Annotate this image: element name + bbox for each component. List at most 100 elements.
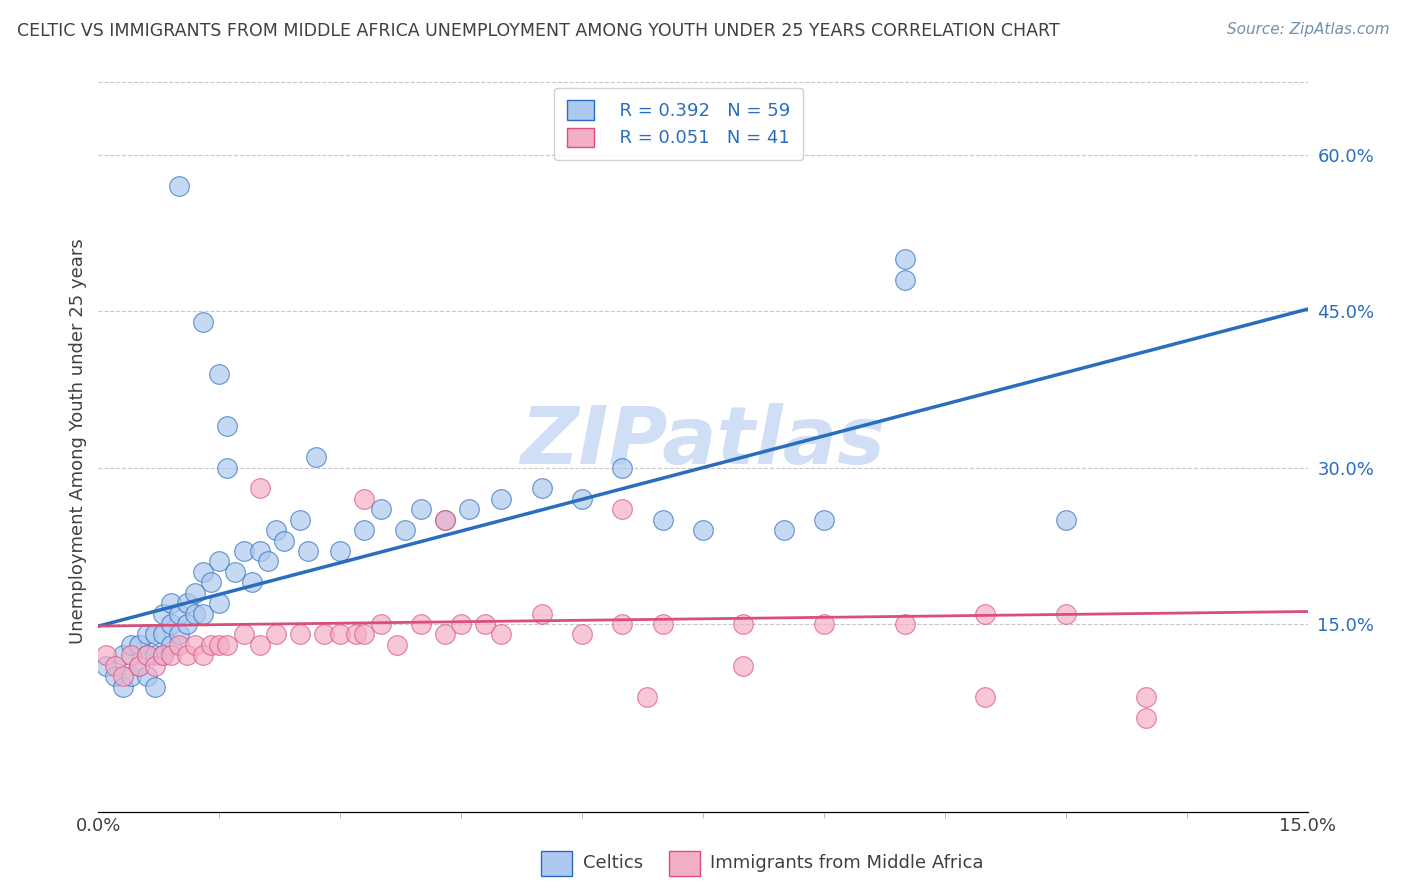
Point (232, 627, 254, 641)
Point (120, 669, 142, 683)
Point (184, 586, 207, 600)
Point (297, 544, 319, 558)
Point (208, 638, 231, 652)
Point (167, 627, 190, 641)
Text: Immigrants from Middle Africa: Immigrants from Middle Africa (710, 855, 984, 872)
Point (111, 648, 134, 663)
Point (385, 638, 408, 652)
Point (135, 669, 157, 683)
Point (224, 565, 246, 579)
Point (450, 617, 472, 632)
Point (893, 252, 915, 266)
Point (193, 648, 215, 663)
Point (152, 648, 174, 663)
Point (353, 523, 375, 537)
Point (329, 544, 352, 558)
Point (143, 648, 166, 663)
Point (530, 607, 553, 621)
Legend:   R = 0.392   N = 59,   R = 0.051   N = 41: R = 0.392 N = 59, R = 0.051 N = 41 (554, 87, 803, 160)
Point (193, 607, 215, 621)
Point (288, 513, 311, 527)
Point (612, 460, 634, 475)
Point (103, 658, 125, 673)
Point (120, 638, 142, 652)
Point (152, 607, 174, 621)
Point (394, 523, 416, 537)
Point (184, 638, 207, 652)
Point (651, 617, 673, 632)
Point (96, 648, 118, 663)
Point (692, 523, 714, 537)
Point (370, 617, 392, 632)
Point (474, 617, 496, 632)
Point (193, 565, 215, 579)
Point (200, 638, 222, 652)
Point (103, 669, 125, 683)
Point (434, 513, 457, 527)
Point (160, 638, 183, 652)
Point (612, 502, 634, 516)
Point (813, 617, 835, 632)
Point (217, 638, 239, 652)
Point (1054, 607, 1077, 621)
Point (305, 450, 328, 465)
Point (1054, 513, 1077, 527)
Point (176, 617, 198, 632)
Point (264, 627, 287, 641)
Point (232, 544, 254, 558)
Point (1135, 711, 1157, 725)
Point (120, 648, 142, 663)
Point (128, 638, 150, 652)
Point (434, 513, 457, 527)
Point (974, 607, 997, 621)
Point (193, 315, 215, 329)
Point (249, 482, 271, 496)
Point (249, 638, 271, 652)
Text: Celtics: Celtics (583, 855, 644, 872)
Point (273, 533, 295, 548)
Point (344, 627, 367, 641)
Point (135, 648, 157, 663)
Point (409, 502, 432, 516)
Point (409, 617, 432, 632)
Point (256, 554, 278, 568)
Point (143, 680, 166, 694)
Text: CELTIC VS IMMIGRANTS FROM MIDDLE AFRICA UNEMPLOYMENT AMONG YOUTH UNDER 25 YEARS : CELTIC VS IMMIGRANTS FROM MIDDLE AFRICA … (17, 22, 1060, 40)
Point (160, 596, 183, 610)
Text: ZIPatlas: ZIPatlas (520, 402, 886, 481)
Point (571, 491, 593, 506)
Point (612, 617, 634, 632)
Point (434, 627, 457, 641)
Point (128, 658, 150, 673)
Point (96, 658, 118, 673)
Point (353, 627, 375, 641)
Point (370, 502, 392, 516)
Point (314, 627, 336, 641)
Point (571, 627, 593, 641)
Point (111, 680, 134, 694)
Text: Source: ZipAtlas.com: Source: ZipAtlas.com (1226, 22, 1389, 37)
Point (240, 575, 263, 590)
Point (458, 502, 481, 516)
Point (974, 690, 997, 704)
Point (249, 544, 271, 558)
Y-axis label: Unemployment Among Youth under 25 years: Unemployment Among Youth under 25 years (69, 239, 87, 644)
Point (264, 523, 287, 537)
Point (176, 596, 198, 610)
Point (167, 607, 190, 621)
Point (636, 690, 658, 704)
Point (135, 627, 157, 641)
Point (200, 575, 222, 590)
Point (893, 617, 915, 632)
Point (208, 367, 231, 381)
Point (208, 596, 231, 610)
Point (135, 648, 157, 663)
Point (530, 482, 553, 496)
Point (813, 513, 835, 527)
Point (160, 617, 183, 632)
Point (128, 658, 150, 673)
Point (651, 513, 673, 527)
Point (176, 648, 198, 663)
Point (167, 638, 190, 652)
Point (491, 491, 513, 506)
